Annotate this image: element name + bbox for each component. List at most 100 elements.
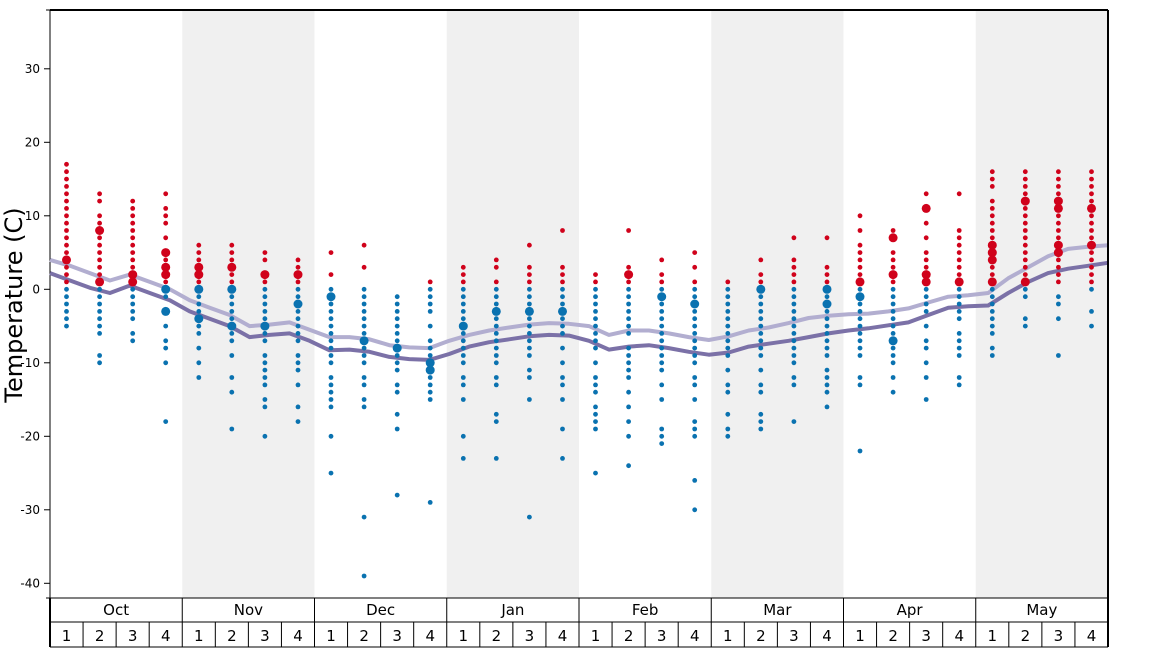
data-point-cold: [758, 353, 764, 358]
data-point-warm: [888, 270, 898, 280]
data-point-cold: [626, 301, 631, 307]
data-point-cold: [956, 375, 962, 380]
data-point-cold: [527, 331, 532, 336]
data-point-cold: [427, 323, 433, 329]
data-point-cold: [163, 323, 169, 329]
data-point-warm: [1056, 228, 1061, 233]
data-point-cold: [560, 397, 565, 402]
data-point-cold: [1056, 316, 1061, 322]
data-point-warm: [229, 250, 235, 256]
data-point-cold: [527, 294, 532, 300]
y-tick-label: -10: [20, 356, 40, 370]
data-point-warm: [921, 203, 931, 213]
data-point-cold: [328, 360, 334, 366]
data-point-warm: [130, 220, 136, 226]
data-point-cold: [130, 338, 136, 344]
data-point-cold: [361, 323, 367, 329]
data-point-cold: [161, 306, 171, 316]
data-point-cold: [295, 353, 301, 358]
data-point-cold: [1022, 323, 1028, 329]
data-point-cold: [626, 375, 631, 380]
data-point-warm: [626, 228, 631, 233]
data-point-cold: [328, 397, 334, 402]
data-point-warm: [64, 250, 69, 256]
data-point-cold: [758, 419, 764, 424]
data-point-cold: [659, 301, 665, 307]
data-point-cold: [427, 286, 433, 292]
data-point-cold: [989, 286, 995, 292]
data-point-cold: [956, 331, 962, 336]
month-label: Apr: [897, 601, 924, 619]
data-point-cold: [394, 331, 400, 336]
data-point-cold: [890, 353, 896, 358]
data-point-cold: [361, 375, 367, 380]
data-point-cold: [824, 389, 830, 395]
data-point-warm: [1022, 169, 1028, 175]
data-point-cold: [791, 375, 797, 380]
data-point-warm: [64, 228, 69, 233]
data-point-cold: [956, 338, 962, 344]
data-point-cold: [791, 294, 797, 300]
data-point-warm: [857, 242, 863, 248]
data-point-cold: [758, 294, 764, 300]
data-point-cold: [824, 309, 830, 314]
data-point-warm: [890, 279, 896, 285]
data-point-cold: [229, 353, 235, 358]
data-point-cold: [196, 294, 202, 300]
data-point-cold: [593, 382, 598, 388]
data-point-cold: [262, 404, 268, 410]
data-point-warm: [161, 248, 171, 258]
data-point-cold: [725, 294, 731, 300]
data-point-cold: [593, 331, 598, 336]
data-point-cold: [328, 389, 334, 395]
data-point-cold: [725, 345, 731, 351]
data-point-cold: [229, 316, 235, 322]
data-point-cold: [923, 375, 929, 380]
data-point-warm: [1087, 203, 1096, 213]
data-point-warm: [1089, 279, 1094, 285]
data-point-warm: [1089, 220, 1094, 226]
data-point-warm: [128, 270, 138, 280]
data-point-warm: [989, 272, 995, 277]
data-point-cold: [328, 470, 334, 476]
data-point-cold: [394, 316, 400, 322]
data-point-warm: [1022, 206, 1028, 211]
data-point-cold: [692, 294, 698, 300]
month-label: Dec: [366, 601, 395, 619]
data-point-warm: [1089, 169, 1094, 175]
data-point-warm: [163, 257, 169, 263]
data-point-cold: [857, 286, 863, 292]
data-point-warm: [229, 242, 235, 248]
data-point-warm: [64, 198, 69, 204]
week-label: 4: [822, 627, 832, 645]
data-point-cold: [493, 316, 499, 322]
data-point-cold: [64, 286, 69, 292]
data-point-cold: [493, 360, 499, 366]
data-point-cold: [626, 353, 631, 358]
data-point-cold: [262, 338, 268, 344]
data-point-warm: [64, 242, 69, 248]
data-point-cold: [229, 389, 235, 395]
data-point-cold: [725, 316, 731, 322]
data-point-cold: [527, 301, 532, 307]
data-point-warm: [1089, 191, 1094, 197]
data-point-warm: [196, 250, 202, 256]
data-point-cold: [690, 299, 700, 309]
data-point-warm: [328, 250, 334, 256]
data-point-warm: [987, 255, 997, 265]
data-point-cold: [692, 309, 698, 314]
data-point-cold: [593, 470, 598, 476]
data-point-cold: [857, 309, 863, 314]
data-point-warm: [361, 264, 367, 270]
data-point-warm: [161, 262, 171, 272]
data-point-cold: [394, 294, 400, 300]
data-point-cold: [824, 316, 830, 322]
data-point-warm: [956, 250, 962, 256]
data-point-warm: [97, 235, 102, 241]
data-point-cold: [1056, 294, 1061, 300]
data-point-cold: [295, 323, 301, 329]
data-point-warm: [194, 270, 204, 280]
data-point-cold: [196, 360, 202, 366]
data-point-cold: [857, 345, 863, 351]
data-point-cold: [493, 456, 499, 461]
